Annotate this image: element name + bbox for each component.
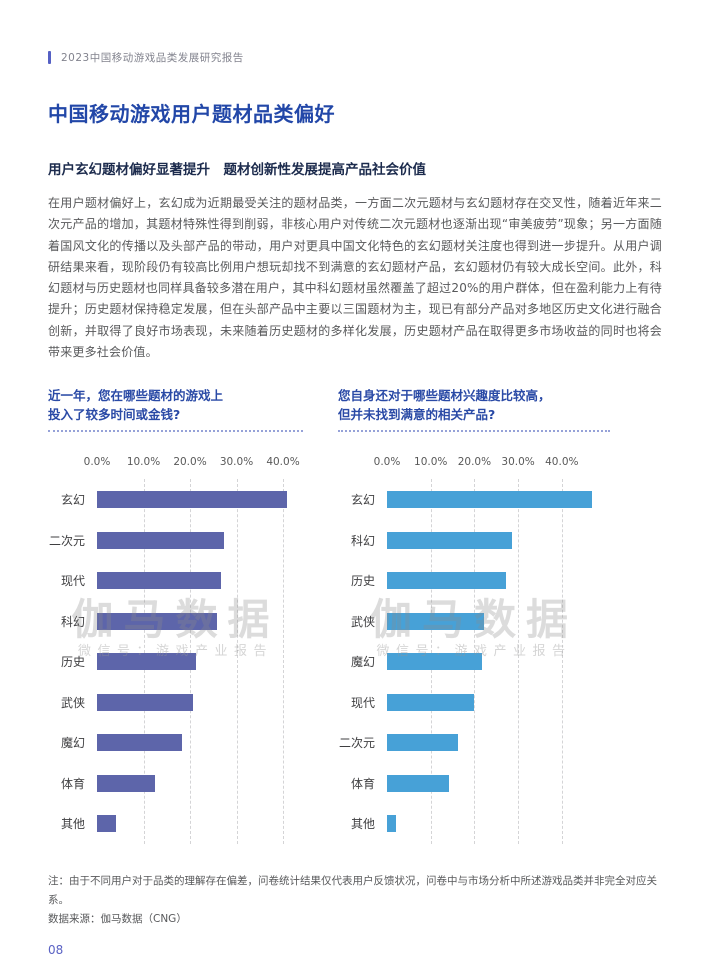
page-title: 中国移动游戏用户题材品类偏好 — [48, 102, 335, 126]
gridline — [561, 479, 563, 844]
bar — [97, 531, 224, 549]
page-number: 08 — [48, 942, 64, 957]
bar — [387, 491, 593, 509]
right-chart-column: 您自身还对于哪些题材兴趣度比较高， 但并未找到满意的相关产品? 0.0% 10.0… — [338, 386, 630, 844]
category-label: 魔幻 — [350, 655, 375, 670]
category-label: 玄幻 — [350, 493, 375, 508]
bar — [387, 653, 482, 671]
x-axis: 0.0% 10.0% 20.0% 30.0% 40.0% — [338, 456, 630, 470]
gridline — [518, 479, 520, 844]
category-label: 现代 — [60, 574, 85, 589]
bar — [97, 734, 183, 752]
category-label: 武侠 — [350, 614, 375, 629]
category-label: 其他 — [350, 817, 375, 832]
category-label: 玄幻 — [60, 493, 85, 508]
category-label: 现代 — [350, 695, 375, 710]
bar — [97, 774, 156, 792]
bar-row: 科幻 — [338, 520, 630, 561]
bar — [97, 491, 287, 509]
bar — [387, 572, 506, 590]
axis-tick-label: 20.0% — [173, 456, 207, 469]
bar — [387, 531, 512, 549]
left-bar-chart: 0.0% 10.0% 20.0% 30.0% 40.0% 玄幻二次元现代科幻历史武侠魔幻… — [48, 456, 303, 844]
category-label: 魔幻 — [60, 736, 85, 751]
axis-tick-label: 20.0% — [457, 456, 492, 469]
axis-tick-label: 40.0% — [545, 456, 579, 469]
plot-area: 玄幻二次元现代科幻历史武侠魔幻体育其他 — [48, 479, 303, 844]
x-axis: 0.0% 10.0% 20.0% 30.0% 40.0% — [48, 456, 303, 470]
section-subtitle: 用户玄幻题材偏好显著提升 题材创新性发展提高产品社会价值 — [48, 162, 426, 178]
category-label: 历史 — [60, 655, 85, 670]
bar — [387, 774, 450, 792]
right-chart-title-line1: 您自身还对于哪些题材兴趣度比较高， — [338, 388, 551, 404]
category-label: 二次元 — [48, 533, 85, 548]
right-bar-chart: 0.0% 10.0% 20.0% 30.0% 40.0% 玄幻科幻历史武侠魔幻现代二次元… — [338, 456, 630, 844]
axis-tick-label: 10.0% — [126, 456, 161, 469]
category-label: 体育 — [60, 776, 85, 791]
bar-row: 历史 — [338, 560, 630, 601]
report-title: 2023中国移动游戏品类发展研究报告 — [61, 51, 244, 64]
category-label: 科幻 — [60, 614, 85, 629]
left-chart-title-line2: 投入了较多时间或金钱? — [48, 407, 181, 423]
bar — [97, 653, 197, 671]
bar-row: 武侠 — [48, 682, 303, 723]
bar — [387, 734, 459, 752]
bar-row: 现代 — [338, 682, 630, 723]
bar-row: 二次元 — [338, 722, 630, 763]
gridline — [283, 479, 284, 844]
dotted-divider — [48, 430, 303, 433]
bar — [387, 612, 484, 630]
bar-row: 玄幻 — [338, 479, 630, 520]
gridline — [236, 479, 238, 844]
footnote: 注：由于不同用户对于品类的理解存在偏差，问卷统计结果仅代表用户反馈状况，问卷中与… — [48, 874, 657, 906]
bar — [97, 572, 222, 590]
bar — [97, 815, 116, 833]
body-paragraph: 在用户题材偏好上，玄幻成为近期最受关注的题材品类，一方面二次元题材与玄幻题材存在… — [48, 196, 662, 360]
bar-row: 现代 — [48, 560, 303, 601]
right-chart-title: 您自身还对于哪些题材兴趣度比较高， 但并未找到满意的相关产品? — [338, 386, 630, 424]
bar-row: 其他 — [48, 803, 303, 844]
axis-tick-label: 0.0% — [83, 456, 111, 469]
category-label: 体育 — [350, 776, 375, 791]
bar-row: 体育 — [338, 763, 630, 804]
dotted-divider — [338, 430, 610, 433]
axis-tick-label: 30.0% — [501, 456, 535, 469]
bar — [97, 693, 193, 711]
left-chart-title: 近一年，您在哪些题材的游戏上 投入了较多时间或金钱? — [48, 386, 303, 424]
bar — [387, 815, 396, 833]
category-label: 其他 — [60, 817, 85, 832]
left-chart-title-line1: 近一年，您在哪些题材的游戏上 — [48, 388, 224, 404]
bar-row: 二次元 — [48, 520, 303, 561]
category-label: 历史 — [350, 574, 375, 589]
axis-tick-label: 30.0% — [219, 456, 254, 469]
right-chart-title-line2: 但并未找到满意的相关产品? — [338, 407, 496, 423]
page-header: 2023中国移动游戏品类发展研究报告 — [48, 50, 662, 64]
bar-row: 科幻 — [48, 601, 303, 642]
bar-row: 其他 — [338, 803, 630, 844]
category-label: 武侠 — [60, 695, 85, 710]
axis-tick-label: 10.0% — [414, 456, 448, 469]
category-label: 科幻 — [350, 533, 375, 548]
category-label: 二次元 — [338, 736, 375, 751]
bar-row: 历史 — [48, 641, 303, 682]
plot-area: 玄幻科幻历史武侠魔幻现代二次元体育其他 — [338, 479, 630, 844]
bar-row: 魔幻 — [48, 722, 303, 763]
header-accent-bar — [48, 50, 51, 64]
left-chart-column: 近一年，您在哪些题材的游戏上 投入了较多时间或金钱? 0.0% 10.0% 20.0… — [48, 386, 303, 844]
charts-section: 近一年，您在哪些题材的游戏上 投入了较多时间或金钱? 0.0% 10.0% 20.0… — [48, 386, 662, 844]
bar-row: 玄幻 — [48, 479, 303, 520]
axis-tick-label: 40.0% — [266, 456, 300, 469]
axis-tick-label: 0.0% — [373, 456, 401, 469]
bar-row: 体育 — [48, 763, 303, 804]
bar-row: 武侠 — [338, 601, 630, 642]
bar — [387, 693, 475, 711]
bar — [97, 612, 217, 630]
bar-row: 魔幻 — [338, 641, 630, 682]
data-source: 数据来源：伽马数据（CNG） — [48, 912, 187, 925]
